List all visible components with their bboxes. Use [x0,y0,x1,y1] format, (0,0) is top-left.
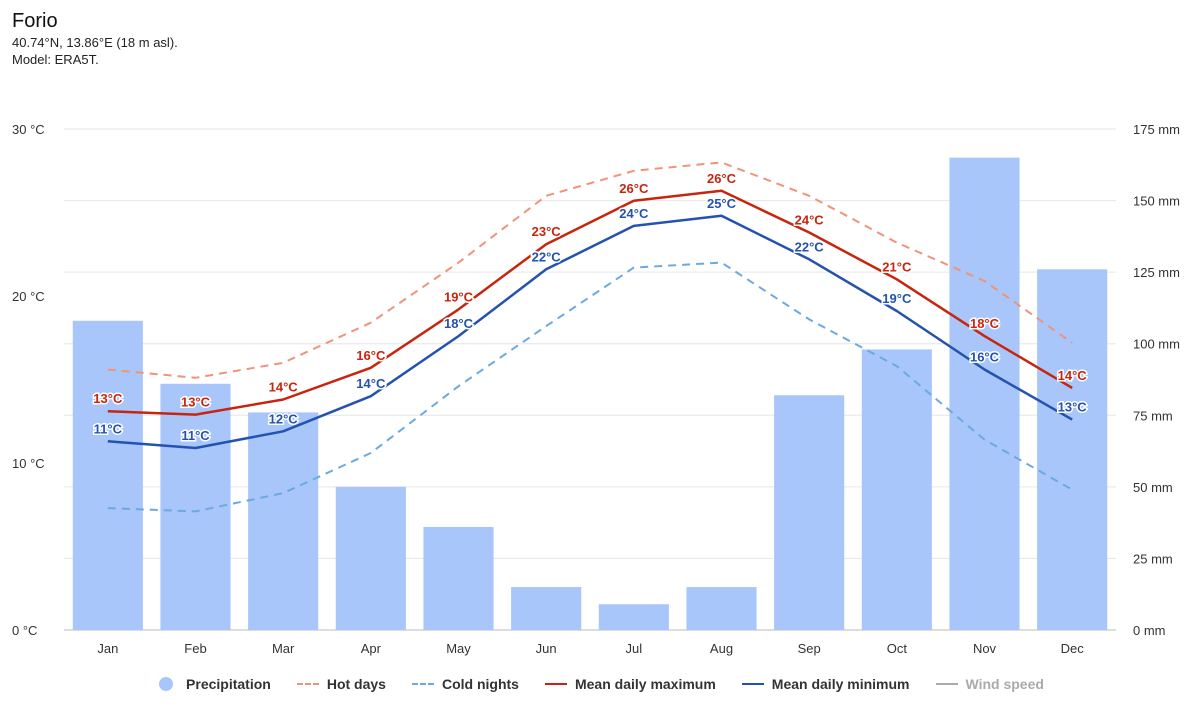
chart-legend: Precipitation Hot days Cold nights Mean dai… [0,676,1200,692]
min-temp-data-label: 11°C [181,428,210,443]
right-axis-tick-label: 150 mm [1133,194,1180,209]
min-temp-data-label: 22°C [795,239,825,254]
min-temp-data-label: 22°C [532,249,562,264]
x-axis-tick-label: Oct [887,641,908,656]
max-temp-data-label: 21°C [882,259,912,274]
precipitation-bar [335,486,406,630]
min-temp-data-label: 16°C [970,349,1000,364]
left-axis-tick-label: 0 °C [12,623,37,638]
chart-header: Forio 40.74°N, 13.86°E (18 m asl). Model… [12,8,178,68]
right-axis-tick-label: 100 mm [1133,337,1180,352]
legend-symbol-icon [741,676,764,692]
precipitation-bar [248,412,319,630]
max-temp-data-label: 14°C [1058,368,1088,383]
max-temp-data-label: 18°C [970,316,1000,331]
x-axis-tick-label: Jun [536,641,557,656]
left-axis-tick-label: 10 °C [12,456,45,471]
max-temp-data-label: 16°C [356,348,386,363]
x-axis-tick-label: Jul [626,641,643,656]
max-temp-data-label: 23°C [532,224,562,239]
x-axis-tick-label: May [446,641,471,656]
precipitation-bar [423,526,494,630]
legend-label: Wind speed [965,676,1044,692]
legend-item-cold-nights[interactable]: Cold nights [411,676,519,692]
legend-label: Mean daily maximum [574,676,716,692]
legend-item-precipitation[interactable]: Precipitation [156,676,271,692]
precipitation-bar [1037,269,1108,630]
legend-item-mean-daily-minimum[interactable]: Mean daily minimum [741,676,910,692]
left-axis-tick-label: 20 °C [12,289,45,304]
precipitation-bar [160,383,231,630]
location-coordinates: 40.74°N, 13.86°E (18 m asl). [12,35,178,50]
hot-days-line [107,161,1073,379]
max-temp-data-label: 19°C [444,289,474,304]
right-axis-tick-label: 75 mm [1133,408,1173,423]
max-temp-data-label: 26°C [619,181,649,196]
max-temp-data-label: 13°C [93,391,123,406]
legend-label: Hot days [326,676,386,692]
mean-daily-min-line [107,214,1073,450]
max-temp-data-label: 13°C [181,395,211,410]
min-temp-data-label: 14°C [356,376,386,391]
x-axis-tick-label: Jan [97,641,118,656]
right-axis-tick-label: 0 mm [1133,623,1166,638]
max-temp-data-label: 24°C [795,213,825,228]
max-temp-data-label: 14°C [269,380,299,395]
precipitation-bar [72,320,143,630]
mean-daily-max-line [107,189,1073,416]
legend-symbol-icon [411,676,434,692]
legend-label: Cold nights [441,676,519,692]
legend-item-mean-daily-maximum[interactable]: Mean daily maximum [544,676,716,692]
climate-chart: 0 mm 25 mm 50 mm 75 mm 100 mm 125 mm 150 mm 175… [12,122,1180,656]
min-temp-data-label: 18°C [444,316,474,331]
min-temp-data-label: 25°C [707,196,737,211]
max-temp-data-label: 26°C [707,171,737,186]
left-axis-tick-label: 30 °C [12,122,45,137]
min-temp-data-label: 12°C [269,411,299,426]
right-axis-tick-label: 25 mm [1133,551,1173,566]
right-axis-tick-label: 50 mm [1133,480,1173,495]
x-axis-tick-label: Mar [272,641,295,656]
legend-symbol-icon [156,676,178,692]
legend-item-wind-speed[interactable]: Wind speed [935,676,1044,692]
x-axis-tick-label: Nov [973,641,997,656]
precipitation-bar [598,604,669,630]
right-axis-tick-label: 125 mm [1133,265,1180,280]
precipitation-bar [949,157,1020,630]
min-temp-data-label: 19°C [882,291,912,306]
min-temp-data-label: 13°C [1058,400,1088,415]
x-axis-tick-label: Feb [184,641,206,656]
precipitation-bar [686,587,757,630]
min-temp-data-label: 24°C [619,206,649,221]
x-axis-tick-label: Dec [1061,641,1085,656]
chart-title: Forio [12,10,58,32]
legend-symbol-icon [296,676,319,692]
x-axis-tick-label: Aug [710,641,733,656]
legend-symbol-icon [935,676,958,692]
precipitation-bar [511,587,582,630]
model-label: Model: ERA5T. [12,52,99,67]
legend-symbol-icon [544,676,567,692]
precipitation-bar [861,349,932,630]
legend-label: Precipitation [186,676,271,692]
x-axis-tick-label: Apr [361,641,382,656]
x-axis-tick-label: Sep [798,641,821,656]
precipitation-bar [774,395,845,630]
min-temp-data-label: 11°C [94,421,123,436]
legend-item-hot-days[interactable]: Hot days [296,676,386,692]
right-axis-tick-label: 175 mm [1133,122,1180,137]
legend-label: Mean daily minimum [771,676,910,692]
